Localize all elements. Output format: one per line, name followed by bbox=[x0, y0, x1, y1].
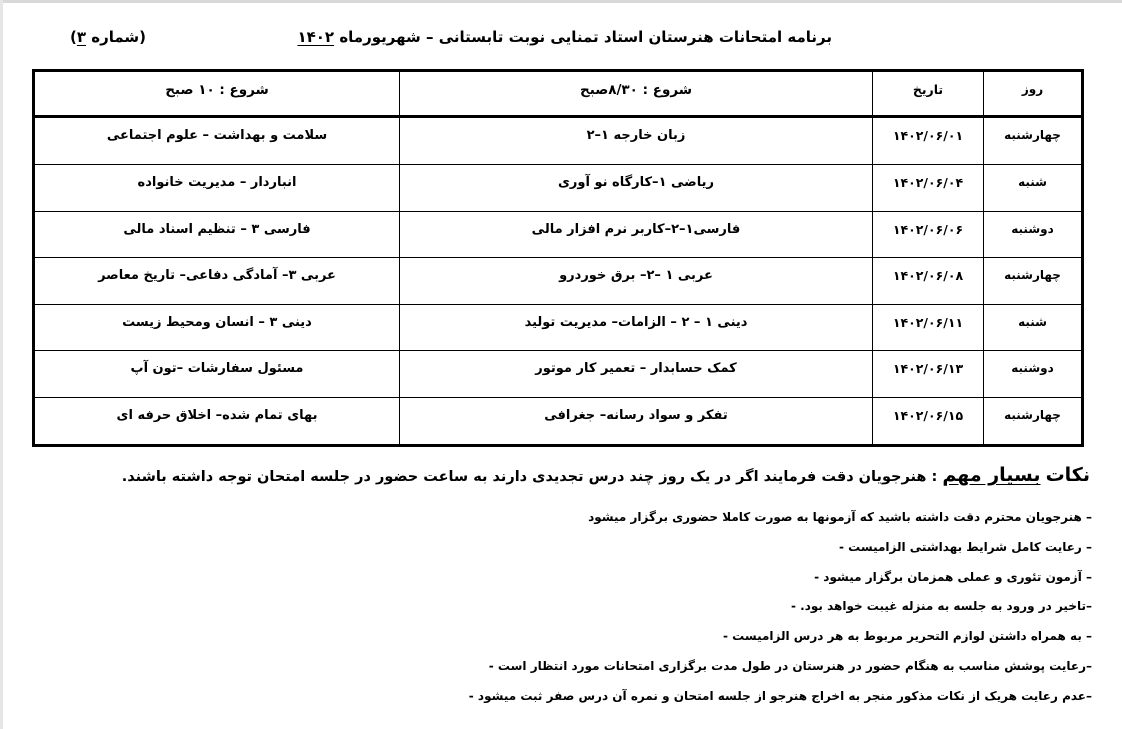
cell-date: ۱۴۰۲/۰۶/۰۴ bbox=[872, 164, 984, 212]
cell-date: ۱۴۰۲/۰۶/۰۶ bbox=[872, 210, 984, 259]
cell-session2: بهای تمام شده– اخلاق حرفه ای bbox=[33, 396, 400, 447]
page-title: برنامه امتحانات هنرستان استاد تمنایی نوب… bbox=[230, 28, 832, 46]
table-row: چهارشنبه ۱۴۰۲/۰۶/۰۱ زبان خارجه ۱–۲ سلامت و … bbox=[33, 115, 1083, 166]
header-session2: شروع : ۱۰ صبح bbox=[33, 70, 400, 117]
notes-list: – هنرجویان محترم دقت داشته باشید که آزمو… bbox=[30, 510, 1092, 719]
note-item: –رعایت پوشش مناسب به هنگام حضور در هنرست… bbox=[488, 658, 1092, 673]
cell-session2: فارسی ۳ – تنظیم اسناد مالی bbox=[33, 210, 400, 259]
number-prefix: (شماره bbox=[91, 28, 147, 46]
cell-session1: ریاضی ۱–کارگاه نو آوری bbox=[399, 164, 873, 212]
cell-session2: دینی ۳ – انسان ومحیط زیست bbox=[33, 303, 400, 352]
table-row: شنبه ۱۴۰۲/۰۶/۱۱ دینی ۱ – ۲ – الزامات– مدیر… bbox=[33, 303, 1083, 352]
table-row: شنبه ۱۴۰۲/۰۶/۰۴ ریاضی ۱–کارگاه نو آوری انبا… bbox=[33, 164, 1083, 212]
notes-heading-underlined: بسیار مهم bbox=[942, 464, 1041, 486]
cell-session1: عربی ۱ –۲– برق خوردرو bbox=[399, 257, 873, 305]
table-row: دوشنبه ۱۴۰۲/۰۶/۱۳ کمک حسابدار – تعمیر کار … bbox=[33, 350, 1083, 398]
document-number: (شماره ۳) bbox=[70, 28, 210, 46]
number-value: ۳ bbox=[76, 28, 87, 46]
header-session1: شروع : ۸/۳۰صبح bbox=[399, 70, 873, 117]
cell-day: چهارشنبه bbox=[983, 257, 1083, 305]
cell-date: ۱۴۰۲/۰۶/۰۸ bbox=[872, 257, 984, 305]
title-year: ۱۴۰۲ bbox=[297, 28, 335, 46]
cell-day: شنبه bbox=[983, 303, 1083, 352]
note-item: – به همراه داشتن لوازم التحریر مربوط به … bbox=[723, 629, 1092, 644]
cell-session2: مسئول سفارشات –تون آپ bbox=[33, 350, 400, 398]
table-header-row: روز تاریخ شروع : ۸/۳۰صبح شروع : ۱۰ صبح bbox=[33, 70, 1083, 117]
note-item: – هنرجویان محترم دقت داشته باشید که آزمو… bbox=[588, 510, 1092, 524]
title-text: برنامه امتحانات هنرستان استاد تمنایی نوب… bbox=[339, 28, 832, 46]
cell-session2: عربی ۳– آمادگی دفاعی– تاریخ معاصر bbox=[33, 257, 400, 305]
cell-session1: زبان خارجه ۱–۲ bbox=[399, 115, 873, 166]
note-item: – رعایت کامل شرایط بهداشتی الزامیست - bbox=[839, 539, 1092, 554]
cell-day: دوشنبه bbox=[983, 210, 1083, 259]
exam-schedule-table: روز تاریخ شروع : ۸/۳۰صبح شروع : ۱۰ صبح چ… bbox=[32, 69, 1084, 447]
note-item: – آزمون تئوری و عملی همزمان برگزار میشود… bbox=[814, 569, 1092, 584]
number-suffix: ) bbox=[70, 28, 77, 46]
cell-date: ۱۴۰۲/۰۶/۰۱ bbox=[872, 115, 984, 166]
header-day: روز bbox=[983, 70, 1083, 117]
cell-date: ۱۴۰۲/۰۶/۱۳ bbox=[872, 350, 984, 398]
table-row: چهارشنبه ۱۴۰۲/۰۶/۰۸ عربی ۱ –۲– برق خوردرو ع… bbox=[33, 257, 1083, 305]
cell-session1: فارسی۱–۲–کاربر نرم افزار مالی bbox=[399, 210, 873, 259]
note-item: –عدم رعایت هریک از نکات مذکور منجر به اخ… bbox=[468, 688, 1092, 703]
cell-day: شنبه bbox=[983, 164, 1083, 212]
cell-day: دوشنبه bbox=[983, 350, 1083, 398]
cell-session2: انباردار – مدیریت خانواده bbox=[33, 164, 400, 212]
cell-session1: دینی ۱ – ۲ – الزامات– مدیریت تولید bbox=[399, 303, 873, 352]
cell-day: چهارشنبه bbox=[983, 115, 1083, 166]
table-row: دوشنبه ۱۴۰۲/۰۶/۰۶ فارسی۱–۲–کاربر نرم افزار… bbox=[33, 210, 1083, 259]
table-row: چهارشنبه ۱۴۰۲/۰۶/۱۵ تفکر و سواد رسانه– جغر… bbox=[33, 396, 1083, 447]
cell-session1: کمک حسابدار – تعمیر کار موتور bbox=[399, 350, 873, 398]
page-border-left bbox=[0, 0, 3, 729]
cell-day: چهارشنبه bbox=[983, 396, 1083, 447]
notes-heading-text: : هنرجویان دقت فرمایند اگر در یک روز چند… bbox=[121, 469, 938, 485]
page-border-top bbox=[0, 0, 1122, 3]
notes-heading-prefix: نکات bbox=[1045, 464, 1090, 486]
cell-date: ۱۴۰۲/۰۶/۱۱ bbox=[872, 303, 984, 352]
cell-session1: تفکر و سواد رسانه– جغرافی bbox=[399, 396, 873, 447]
note-item: –تاخیر در ورود به جلسه به منزله غیبت خوا… bbox=[791, 599, 1092, 614]
cell-session2: سلامت و بهداشت – علوم اجتماعی bbox=[33, 115, 400, 166]
cell-date: ۱۴۰۲/۰۶/۱۵ bbox=[872, 396, 984, 447]
header-date: تاریخ bbox=[872, 70, 984, 117]
notes-heading: نکات بسیار مهم : هنرجویان دقت فرمایند اگ… bbox=[30, 462, 1090, 489]
